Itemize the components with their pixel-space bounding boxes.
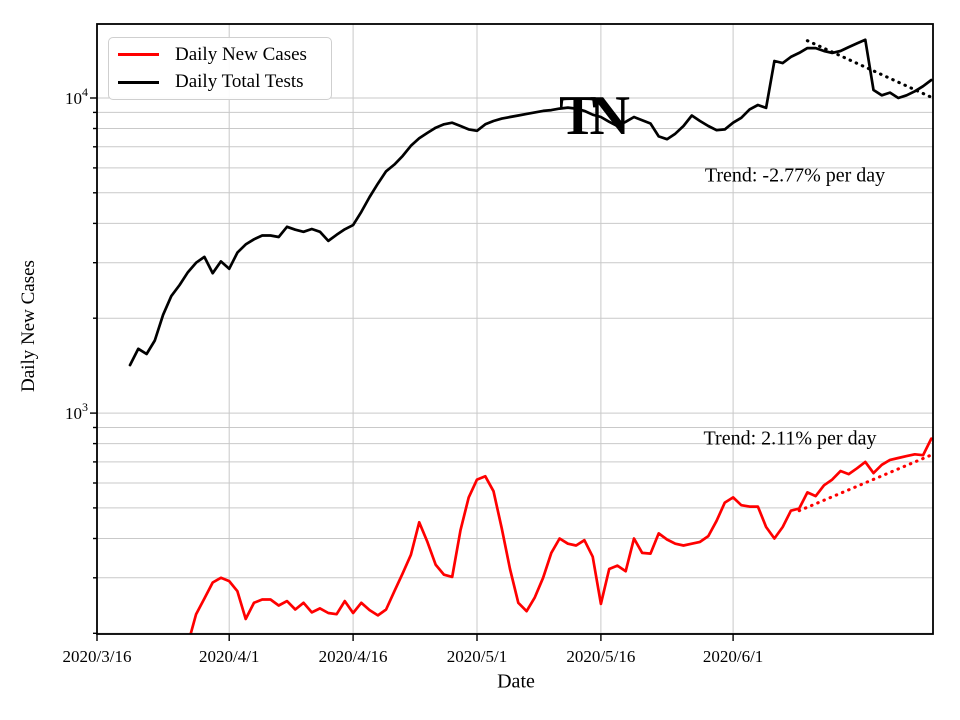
tests-line-sample xyxy=(118,80,159,84)
x-tick-label: 2020/4/16 xyxy=(319,647,388,666)
x-tick-label: 2020/5/16 xyxy=(566,647,635,666)
legend-label-cases: Daily New Cases xyxy=(175,43,307,65)
legend-item-tests: Daily Total Tests xyxy=(118,71,331,93)
gridlines xyxy=(97,24,933,634)
y-tick-label: 103 xyxy=(65,400,88,423)
tests-line xyxy=(128,38,933,367)
x-tick-label: 2020/4/1 xyxy=(199,647,259,666)
legend-label-tests: Daily Total Tests xyxy=(175,71,304,93)
cases-line-sample xyxy=(118,53,159,57)
y-tick-label: 104 xyxy=(65,85,88,108)
legend: Daily New Cases Daily Total Tests xyxy=(108,37,332,100)
plot-border xyxy=(96,23,934,635)
x-axis-label: Date xyxy=(497,670,535,693)
x-tick-label: 2020/3/16 xyxy=(63,647,132,666)
cases-line xyxy=(189,437,933,634)
x-tick-label: 2020/6/1 xyxy=(703,647,763,666)
y-axis-label: Daily New Cases xyxy=(18,260,39,392)
state-annotation: TN xyxy=(559,85,630,147)
axis-ticks xyxy=(90,97,734,641)
legend-item-cases: Daily New Cases xyxy=(118,44,331,66)
x-tick-label: 2020/5/1 xyxy=(447,647,507,666)
cases-trendline xyxy=(797,452,933,513)
cases-trend-label: Trend: 2.11% per day xyxy=(703,427,877,450)
tests-trend-label: Trend: -2.77% per day xyxy=(704,164,886,187)
